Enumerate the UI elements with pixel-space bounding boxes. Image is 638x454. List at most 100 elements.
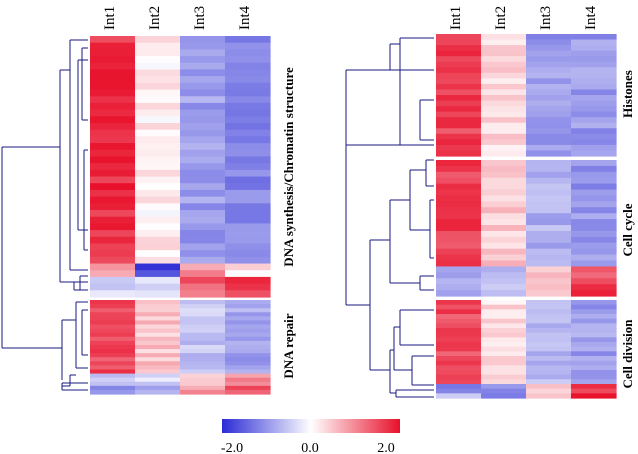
heatmap-cell-p0-g0-b0-r10-c0 xyxy=(90,102,136,111)
heatmap-cell-p0-g0-b1-r1-c0 xyxy=(90,270,136,278)
heatmap-cell-p1-g0-b0-r12-c2 xyxy=(526,100,572,107)
heatmap-cell-p1-g1-b2-r0-c1 xyxy=(481,278,527,285)
heatmap-cell-p0-g0-b0-r12-c1 xyxy=(135,116,181,124)
heatmap-cell-p1-g0-b0-r21-c0 xyxy=(436,150,482,157)
heatmap-cell-p1-g0-b0-r16-c0 xyxy=(436,122,482,129)
heatmap-cell-p1-g1-b0-r0-c3 xyxy=(571,160,617,167)
heatmap-cell-p0-g0-b0-r16-c0 xyxy=(90,143,136,151)
heatmap-cell-p1-g0-b0-r20-c3 xyxy=(571,144,617,152)
heatmap-cell-p0-g0-b0-r11-c0 xyxy=(90,109,136,117)
heatmap-cell-p1-g2-b0-r13-c1 xyxy=(481,360,527,366)
heatmap-cell-p1-g0-b0-r12-c0 xyxy=(436,100,482,107)
heatmap-cell-p1-g0-b0-r14-c3 xyxy=(571,111,617,118)
heatmap-cell-p0-g0-b0-r1-c1 xyxy=(135,42,181,50)
heatmap-cell-p1-g1-b0-r12-c3 xyxy=(571,230,617,238)
heatmap-cell-p0-g0-b0-r3-c2 xyxy=(180,56,226,64)
heatmap-cell-p0-g0-b0-r6-c2 xyxy=(180,76,226,84)
heatmap-cell-p0-g1-b0-r6-c2 xyxy=(180,324,226,330)
heatmap-cell-p1-g1-b0-r4-c0 xyxy=(436,183,482,191)
heatmap-cell-p0-g1-b0-r14-c1 xyxy=(135,357,181,362)
heatmap-cell-p1-g1-b2-r0-c0 xyxy=(436,278,482,285)
heatmap-cell-p0-g0-b0-r22-c2 xyxy=(180,183,226,191)
heatmap-cell-p1-g1-b0-r14-c2 xyxy=(526,242,572,250)
heatmap-cell-p0-g0-b0-r26-c2 xyxy=(180,210,226,218)
heatmap-cell-p1-g1-b0-r16-c1 xyxy=(481,254,527,262)
heatmap-cell-p1-g0-b0-r21-c2 xyxy=(526,150,572,157)
heatmap-cell-p0-g1-b0-r11-c1 xyxy=(135,344,181,350)
heatmap-cell-p1-g2-b2-r0-c1 xyxy=(481,393,527,399)
heatmap-cell-p0-g0-b0-r20-c2 xyxy=(180,169,226,178)
heatmap-cell-p0-g1-b0-r3-c3 xyxy=(225,312,271,317)
heatmap-cell-p0-g1-b0-r0-c3 xyxy=(225,300,271,305)
heatmap-cell-p1-g1-b0-r17-c0 xyxy=(436,260,482,268)
heatmap-cell-p0-g0-b0-r26-c3 xyxy=(225,210,271,218)
heatmap-cell-p0-g0-b0-r16-c1 xyxy=(135,143,181,151)
heatmap-cell-p0-g0-b0-r18-c1 xyxy=(135,156,181,164)
heatmap-cell-p0-g1-b0-r7-c3 xyxy=(225,328,271,334)
heatmap-cell-p0-g0-b2-r1-c0 xyxy=(90,283,136,291)
heatmap-cell-p1-g1-b0-r8-c2 xyxy=(526,207,572,214)
heatmap-cell-p0-g0-b0-r14-c1 xyxy=(135,129,181,137)
heatmap-cell-p0-g0-b0-r18-c0 xyxy=(90,156,136,164)
heatmap-cell-p1-g1-b0-r1-c2 xyxy=(526,165,572,173)
heatmap-cell-p1-g0-b0-r1-c0 xyxy=(436,39,482,46)
col-label-left-int3: Int3 xyxy=(192,6,208,30)
heatmap-cell-p1-g1-b0-r1-c1 xyxy=(481,165,527,173)
heatmap-cell-p1-g1-b0-r17-c1 xyxy=(481,260,527,268)
heatmap-cell-p0-g0-b3-r0-c1 xyxy=(135,290,181,298)
heatmap-cell-p0-g0-b0-r14-c2 xyxy=(180,129,226,137)
heatmap-cell-p1-g2-b0-r5-c2 xyxy=(526,323,572,329)
heatmap-cell-p1-g2-b1-r0-c2 xyxy=(526,384,572,390)
heatmap-cell-p0-g1-b0-r16-c0 xyxy=(90,365,136,371)
heatmap-cell-p1-g1-b2-r2-c3 xyxy=(571,290,617,297)
colorbar-tick-max: 2.0 xyxy=(377,441,395,454)
right-dendrogram xyxy=(345,37,434,398)
heatmap-cell-p0-g0-b0-r31-c2 xyxy=(180,243,226,251)
heatmap-cell-p1-g2-b0-r14-c3 xyxy=(571,365,617,371)
heatmap-cell-p0-g0-b0-r13-c3 xyxy=(225,123,271,131)
heatmap-cell-p0-g0-b0-r30-c1 xyxy=(135,236,181,245)
heatmap-cell-p0-g1-b0-r2-c2 xyxy=(180,308,226,313)
heatmap-cell-p0-g1-b0-r13-c0 xyxy=(90,353,136,358)
heatmap-cell-p1-g0-b0-r1-c3 xyxy=(571,39,617,46)
heatmap-cell-p1-g1-b0-r0-c0 xyxy=(436,160,482,167)
heatmap-cell-p0-g0-b0-r28-c3 xyxy=(225,223,271,231)
heatmap-cell-p0-g1-b0-r6-c0 xyxy=(90,324,136,330)
heatmap-cell-p0-g0-b0-r27-c2 xyxy=(180,216,226,224)
heatmap-cell-p1-g2-b0-r5-c1 xyxy=(481,323,527,329)
heatmap-cell-p0-g0-b0-r21-c1 xyxy=(135,176,181,184)
heatmap-cell-p0-g0-b2-r1-c3 xyxy=(225,283,271,291)
heatmap-cell-p0-g0-b0-r6-c0 xyxy=(90,76,136,84)
heatmap-cell-p0-g0-b0-r3-c3 xyxy=(225,56,271,64)
heatmap-cell-p1-g0-b0-r4-c1 xyxy=(481,56,527,63)
heatmap-cell-p0-g1-b0-r7-c2 xyxy=(180,328,226,334)
heatmap-cell-p1-g0-b0-r6-c0 xyxy=(436,67,482,74)
heatmap-cell-p0-g0-b0-r16-c2 xyxy=(180,143,226,151)
col-label-right-int3: Int3 xyxy=(538,6,554,30)
heatmap-cell-p1-g1-b0-r8-c0 xyxy=(436,207,482,214)
group-labels: DNA synthesis/Chromatin structure DNA re… xyxy=(281,67,635,389)
heatmap-cell-p1-g1-b2-r1-c2 xyxy=(526,284,572,291)
heatmap-cell-p0-g1-b0-r12-c3 xyxy=(225,349,271,354)
heatmap-cell-p0-g0-b0-r10-c1 xyxy=(135,102,181,111)
heatmap-cell-p1-g1-b0-r6-c0 xyxy=(436,195,482,202)
heatmap-cell-p0-g0-b0-r8-c2 xyxy=(180,89,226,97)
heatmap-cell-p1-g1-b0-r16-c2 xyxy=(526,254,572,262)
heatmap-cell-p1-g0-b0-r0-c2 xyxy=(526,34,572,41)
heatmap-cell-p1-g2-b0-r2-c3 xyxy=(571,309,617,315)
heatmap-cell-p0-g0-b0-r13-c1 xyxy=(135,123,181,131)
heatmap-cell-p0-g1-b0-r10-c1 xyxy=(135,340,181,346)
heatmap-cell-p1-g0-b0-r12-c3 xyxy=(571,100,617,107)
heatmap-cell-p0-g0-b0-r0-c2 xyxy=(180,36,226,44)
colorbar-tick-mid: 0.0 xyxy=(301,441,319,454)
heatmap-cell-p1-g1-b2-r0-c2 xyxy=(526,278,572,285)
heatmap-cell-p0-g0-b0-r11-c3 xyxy=(225,109,271,117)
heatmap-cell-p1-g0-b0-r2-c3 xyxy=(571,45,617,52)
group-label-dna-synthesis: DNA synthesis/Chromatin structure xyxy=(281,67,296,267)
heatmap-cell-p0-g0-b0-r25-c1 xyxy=(135,203,181,211)
heatmap-cell-p1-g0-b0-r0-c3 xyxy=(571,34,617,41)
heatmap-cell-p1-g1-b2-r1-c1 xyxy=(481,284,527,291)
heatmap-cell-p1-g1-b0-r15-c2 xyxy=(526,248,572,256)
heatmap-cell-p1-g1-b0-r16-c3 xyxy=(571,254,617,262)
heatmap-cell-p1-g0-b0-r17-c2 xyxy=(526,128,572,135)
